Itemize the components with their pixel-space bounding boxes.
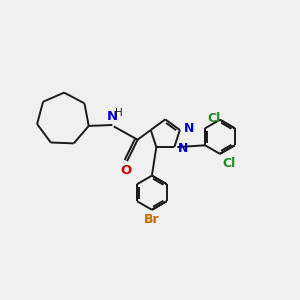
Text: N: N xyxy=(184,122,194,135)
Text: Cl: Cl xyxy=(208,112,221,125)
Text: H: H xyxy=(115,109,123,118)
Text: Cl: Cl xyxy=(222,157,236,170)
Text: O: O xyxy=(120,164,131,176)
Text: N: N xyxy=(178,142,188,155)
Text: Br: Br xyxy=(144,213,160,226)
Text: N: N xyxy=(107,110,118,123)
